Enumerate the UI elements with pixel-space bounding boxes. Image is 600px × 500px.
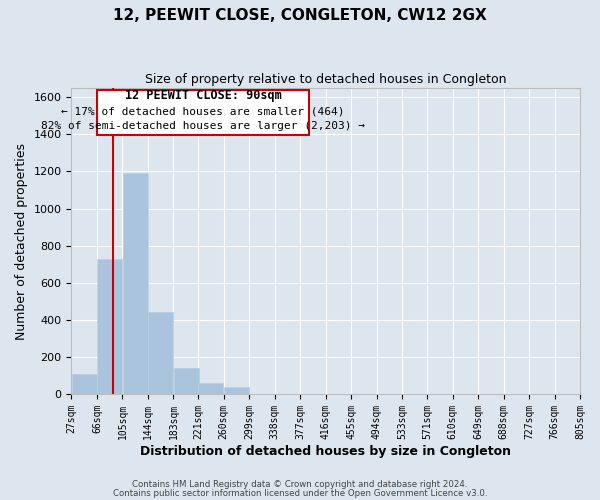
Text: 12, PEEWIT CLOSE, CONGLETON, CW12 2GX: 12, PEEWIT CLOSE, CONGLETON, CW12 2GX (113, 8, 487, 22)
Text: 12 PEEWIT CLOSE: 90sqm: 12 PEEWIT CLOSE: 90sqm (125, 90, 281, 102)
Bar (224, 388, 249, 394)
X-axis label: Distribution of detached houses by size in Congleton: Distribution of detached houses by size … (140, 444, 511, 458)
Text: Contains HM Land Registry data © Crown copyright and database right 2024.: Contains HM Land Registry data © Crown c… (132, 480, 468, 489)
Y-axis label: Number of detached properties: Number of detached properties (15, 142, 28, 340)
Bar (97, 90, 309, 136)
Title: Size of property relative to detached houses in Congleton: Size of property relative to detached ho… (145, 72, 506, 86)
Bar (122, 174, 148, 394)
Text: Contains public sector information licensed under the Open Government Licence v3: Contains public sector information licen… (113, 488, 487, 498)
Bar (173, 368, 199, 394)
Text: 82% of semi-detached houses are larger (2,203) →: 82% of semi-detached houses are larger (… (41, 121, 365, 131)
Bar (71, 374, 97, 394)
Bar (148, 312, 173, 394)
Bar (97, 258, 122, 394)
Text: ← 17% of detached houses are smaller (464): ← 17% of detached houses are smaller (46… (61, 106, 345, 116)
Bar (199, 383, 223, 394)
